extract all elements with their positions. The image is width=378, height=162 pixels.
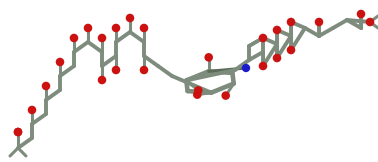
Point [15,131,21,133]
Point [141,69,147,71]
Point [288,21,294,23]
Point [113,69,119,71]
Point [194,93,200,96]
Point [195,89,201,92]
Point [57,61,63,63]
Point [99,37,105,39]
Point [260,65,266,67]
Point [316,21,322,23]
Point [358,13,364,15]
Point [274,29,280,31]
Point [223,94,229,97]
Point [367,21,373,23]
Point [43,85,49,87]
Point [141,27,147,29]
Point [274,57,280,59]
Point [29,109,35,111]
Point [99,79,105,81]
Point [15,131,21,133]
Point [260,37,266,39]
Point [85,27,91,29]
Point [243,67,249,69]
Point [71,37,77,39]
Point [127,17,133,19]
Point [113,27,119,29]
Point [206,56,212,59]
Point [288,49,294,51]
